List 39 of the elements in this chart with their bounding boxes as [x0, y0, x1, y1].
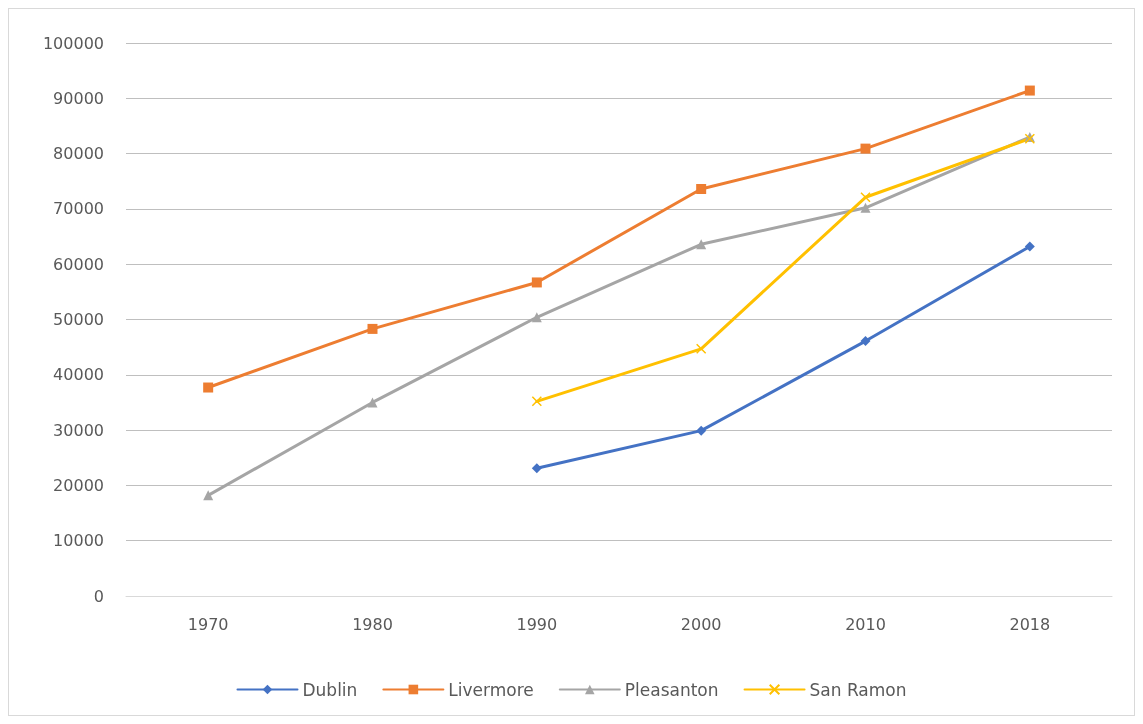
point: [860, 336, 871, 347]
point: [203, 382, 214, 393]
point: [695, 343, 707, 355]
y-tick-label: 100000: [42, 33, 104, 53]
y-tick-label: 70000: [53, 199, 104, 219]
point: [696, 425, 707, 436]
x-tick-label: 2000: [680, 614, 722, 634]
y-tick-label: 90000: [53, 88, 104, 108]
point: [367, 323, 378, 334]
point: [531, 277, 542, 288]
x-tick-label: 1990: [516, 614, 558, 634]
point: [367, 397, 378, 408]
x-tick-label: 1970: [187, 614, 229, 634]
y-tick-label: 40000: [53, 365, 104, 385]
point: [860, 202, 871, 213]
point: [860, 192, 871, 203]
y-tick-label: 20000: [53, 475, 104, 495]
point: [531, 396, 543, 407]
x-tick-label: 2018: [1009, 614, 1051, 634]
point: [1024, 241, 1035, 252]
legend-label: Dublin: [302, 679, 358, 700]
y-tick-label: 10000: [53, 531, 104, 551]
point: [531, 463, 542, 474]
point: [531, 312, 542, 323]
legend-label: Livermore: [448, 679, 534, 700]
y-tick-label: 50000: [53, 310, 104, 329]
point: [696, 183, 707, 194]
x-tick-label: 2010: [845, 614, 886, 634]
x-tick-label: 1980: [352, 614, 393, 634]
legend-label: Pleasanton: [624, 679, 719, 700]
point: [1024, 85, 1035, 96]
point: [860, 143, 871, 154]
point: [696, 239, 707, 250]
legend-label: San Ramon: [809, 679, 907, 700]
y-tick-label: 0: [93, 586, 104, 606]
y-tick-label: 80000: [53, 144, 104, 164]
point: [203, 490, 214, 501]
y-tick-label: 30000: [53, 420, 104, 440]
y-tick-label: 60000: [53, 254, 104, 274]
